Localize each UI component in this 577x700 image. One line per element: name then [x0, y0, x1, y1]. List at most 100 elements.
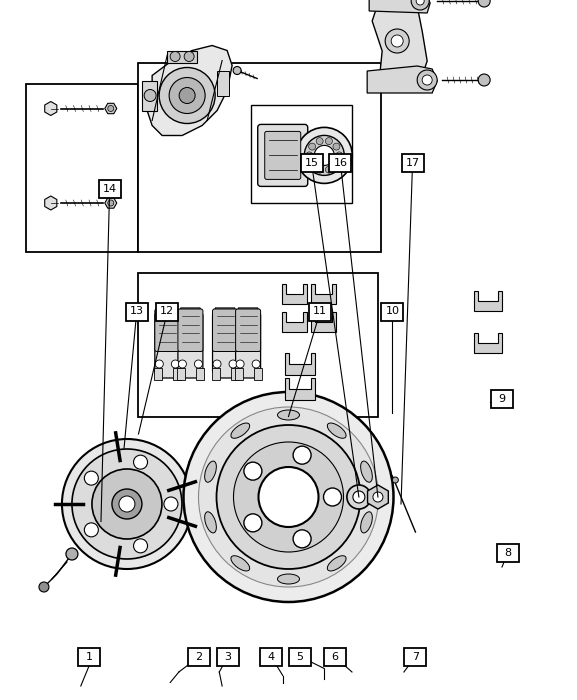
- Circle shape: [216, 425, 361, 569]
- Circle shape: [306, 152, 313, 159]
- Circle shape: [108, 200, 114, 206]
- Circle shape: [108, 106, 114, 111]
- Bar: [289, 648, 311, 666]
- Text: 12: 12: [160, 307, 174, 316]
- Circle shape: [353, 491, 365, 503]
- Circle shape: [385, 29, 409, 53]
- Polygon shape: [367, 66, 437, 93]
- Circle shape: [333, 143, 340, 150]
- Polygon shape: [285, 377, 315, 400]
- Bar: [217, 648, 239, 666]
- Polygon shape: [474, 333, 501, 353]
- Ellipse shape: [278, 574, 299, 584]
- Circle shape: [119, 496, 135, 512]
- Bar: [177, 368, 185, 379]
- Ellipse shape: [361, 461, 372, 482]
- Circle shape: [92, 469, 162, 539]
- Bar: [188, 648, 210, 666]
- Text: 1: 1: [86, 652, 93, 662]
- Polygon shape: [285, 353, 315, 375]
- Text: 3: 3: [224, 652, 231, 662]
- Bar: [142, 80, 157, 111]
- Ellipse shape: [327, 556, 346, 571]
- Circle shape: [314, 146, 334, 165]
- Circle shape: [183, 392, 394, 602]
- Bar: [231, 368, 238, 379]
- FancyBboxPatch shape: [258, 125, 308, 186]
- Polygon shape: [178, 308, 203, 378]
- Bar: [309, 302, 331, 321]
- Text: 7: 7: [412, 652, 419, 662]
- Circle shape: [316, 166, 323, 173]
- Circle shape: [39, 582, 49, 592]
- Circle shape: [170, 52, 180, 62]
- Ellipse shape: [231, 423, 250, 438]
- Text: 5: 5: [297, 652, 304, 662]
- Polygon shape: [310, 312, 336, 332]
- Bar: [138, 273, 378, 416]
- Circle shape: [144, 90, 156, 102]
- Circle shape: [66, 548, 78, 560]
- Ellipse shape: [278, 410, 299, 420]
- Circle shape: [133, 455, 148, 469]
- Circle shape: [391, 35, 403, 47]
- Bar: [217, 71, 229, 95]
- Circle shape: [184, 52, 194, 62]
- Circle shape: [324, 488, 342, 506]
- Polygon shape: [282, 312, 307, 332]
- Bar: [324, 648, 346, 666]
- Text: 17: 17: [406, 158, 419, 168]
- Circle shape: [417, 70, 437, 90]
- Circle shape: [159, 67, 215, 123]
- Bar: [301, 154, 323, 172]
- Circle shape: [373, 492, 383, 502]
- Polygon shape: [155, 308, 180, 378]
- Circle shape: [304, 135, 344, 176]
- Circle shape: [179, 88, 195, 104]
- Circle shape: [411, 0, 429, 10]
- Bar: [167, 50, 197, 62]
- Ellipse shape: [205, 512, 216, 533]
- Bar: [381, 302, 403, 321]
- Circle shape: [194, 360, 203, 368]
- Bar: [251, 105, 352, 203]
- Circle shape: [325, 138, 332, 145]
- Polygon shape: [372, 0, 427, 91]
- Bar: [138, 63, 381, 252]
- Circle shape: [229, 360, 237, 368]
- Polygon shape: [282, 284, 307, 304]
- FancyBboxPatch shape: [155, 309, 180, 351]
- Bar: [99, 180, 121, 198]
- Circle shape: [316, 138, 323, 145]
- Bar: [260, 648, 282, 666]
- Polygon shape: [212, 308, 238, 378]
- Polygon shape: [474, 291, 501, 311]
- Polygon shape: [368, 485, 388, 509]
- Circle shape: [164, 497, 178, 511]
- Ellipse shape: [231, 556, 250, 571]
- Circle shape: [296, 127, 353, 183]
- Circle shape: [309, 143, 316, 150]
- Polygon shape: [310, 284, 336, 304]
- Circle shape: [234, 442, 343, 552]
- Text: 13: 13: [130, 307, 144, 316]
- Polygon shape: [235, 308, 261, 378]
- Text: 11: 11: [313, 307, 327, 316]
- Ellipse shape: [361, 512, 372, 533]
- Bar: [26, 84, 138, 252]
- Circle shape: [112, 489, 142, 519]
- Circle shape: [244, 462, 262, 480]
- Bar: [404, 648, 426, 666]
- Circle shape: [233, 66, 241, 74]
- Bar: [491, 390, 513, 408]
- Bar: [254, 368, 261, 379]
- Circle shape: [169, 78, 205, 113]
- Bar: [154, 368, 162, 379]
- Circle shape: [478, 74, 490, 86]
- Bar: [212, 368, 219, 379]
- Circle shape: [133, 539, 148, 553]
- Circle shape: [244, 514, 262, 532]
- Circle shape: [478, 0, 490, 7]
- Bar: [402, 154, 424, 172]
- Bar: [196, 368, 204, 379]
